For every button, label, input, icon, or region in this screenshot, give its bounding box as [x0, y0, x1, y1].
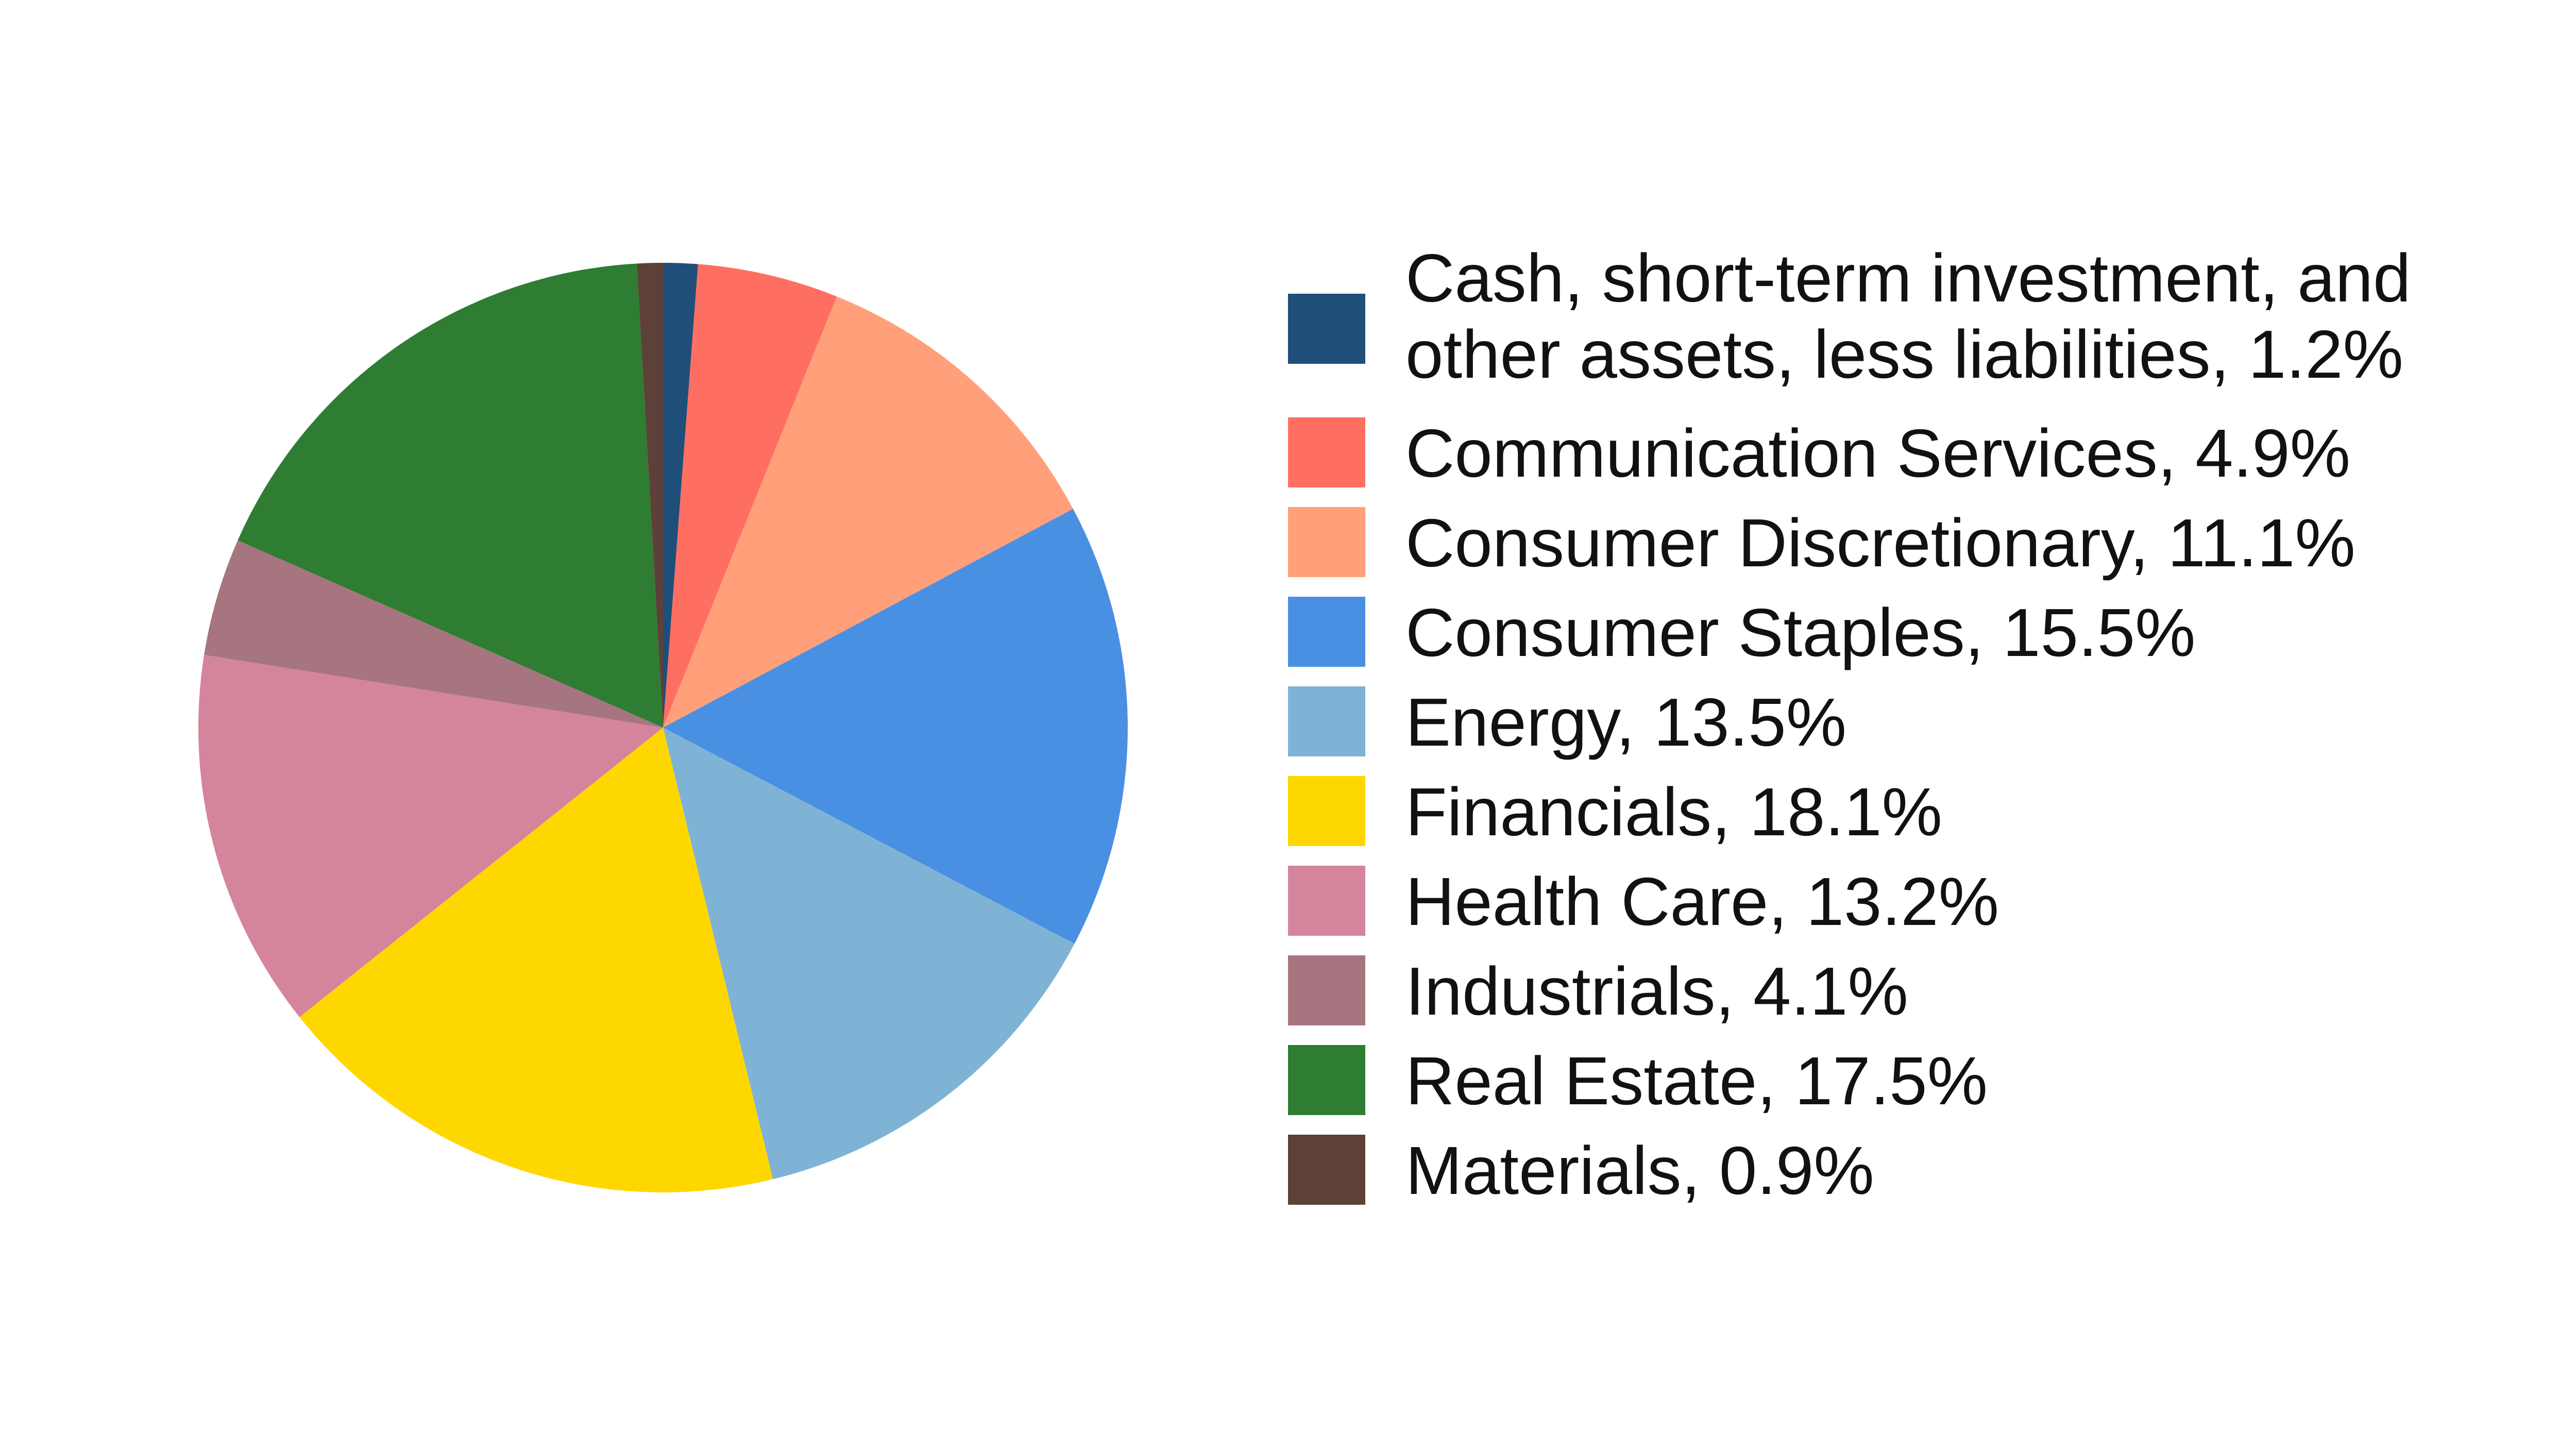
pie-slice-consumer-discretionary: [663, 296, 1073, 728]
pie-slice-financials: [299, 728, 773, 1192]
legend-swatch-communication-services: [1288, 417, 1365, 487]
legend-swatch-consumer-discretionary: [1288, 507, 1365, 577]
legend-swatch-industrials: [1288, 955, 1365, 1025]
pie-slice-real-estate: [238, 263, 663, 728]
legend-label-real-estate: Real Estate, 17.5%: [1405, 1043, 1988, 1119]
legend-swatch-financials: [1288, 776, 1365, 846]
legend-label-financials: Financials, 18.1%: [1405, 774, 1942, 850]
pie-slice-consumer-staples: [663, 509, 1128, 944]
pie-slice-cash-short-term-investment-and-other-assets-less-liabilities: [663, 263, 698, 728]
legend-label-cash-short-term-investment-and-other-assets-less-liabilities: Cash, short-term investment, and other a…: [1405, 240, 2411, 392]
legend-swatch-health-care: [1288, 866, 1365, 936]
legend-label-consumer-discretionary: Consumer Discretionary, 11.1%: [1405, 505, 2355, 581]
legend-label-communication-services: Communication Services, 4.9%: [1405, 415, 2351, 491]
legend-swatch-real-estate: [1288, 1045, 1365, 1115]
pie-slice-materials: [637, 263, 663, 728]
legend-swatch-consumer-staples: [1288, 597, 1365, 667]
pie-slices: [198, 263, 1128, 1192]
legend-swatch-materials: [1288, 1135, 1365, 1205]
pie-slice-communication-services: [663, 264, 837, 728]
legend-label-consumer-staples: Consumer Staples, 15.5%: [1405, 595, 2196, 670]
legend-label-materials: Materials, 0.9%: [1405, 1133, 1874, 1208]
legend-label-energy: Energy, 13.5%: [1405, 684, 1847, 760]
pie-slice-energy: [663, 728, 1075, 1180]
legend-label-industrials: Industrials, 4.1%: [1405, 953, 1908, 1029]
legend-swatch-cash-short-term-investment-and-other-assets-less-liabilities: [1288, 294, 1365, 364]
legend-label-health-care: Health Care, 13.2%: [1405, 864, 1999, 939]
legend-swatch-energy: [1288, 686, 1365, 756]
pie-slice-health-care: [198, 654, 663, 1017]
pie-slice-industrials: [204, 540, 663, 728]
